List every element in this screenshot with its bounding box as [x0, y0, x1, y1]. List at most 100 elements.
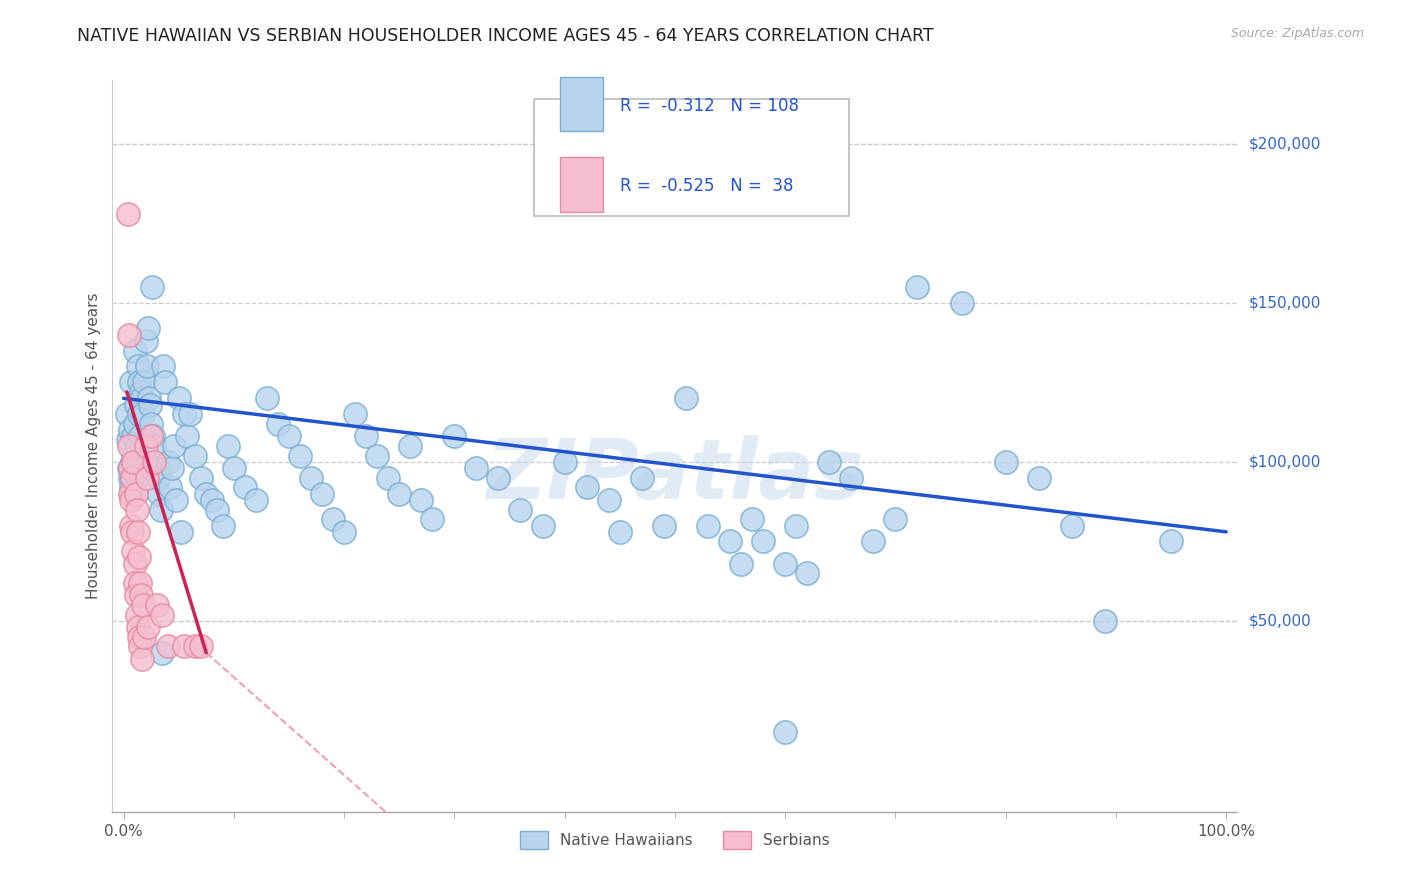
Point [129, 429, 152, 443]
Point [752, 534, 775, 549]
Point [311, 486, 333, 500]
Point [598, 493, 620, 508]
Point [122, 544, 145, 558]
Point [862, 534, 884, 549]
Point [118, 439, 141, 453]
Point [217, 439, 239, 453]
Text: R =  -0.312   N = 108: R = -0.312 N = 108 [620, 97, 799, 115]
Point [718, 534, 741, 549]
Point [184, 449, 207, 463]
Point [128, 407, 150, 421]
Point [134, 376, 156, 390]
Point [322, 512, 344, 526]
Point [950, 296, 973, 310]
Point [120, 423, 142, 437]
Point [146, 471, 169, 485]
Point [165, 493, 187, 508]
Point [115, 407, 138, 421]
Point [150, 646, 173, 660]
Point [652, 518, 675, 533]
Point [135, 359, 157, 374]
Point [122, 449, 145, 463]
Text: ZIPatlas: ZIPatlas [486, 434, 863, 516]
Point [136, 321, 159, 335]
Point [697, 518, 720, 533]
Point [388, 486, 411, 500]
Text: $150,000: $150,000 [1249, 295, 1320, 310]
Point [125, 471, 148, 485]
Point [195, 486, 218, 500]
Point [121, 471, 143, 485]
Point [139, 417, 162, 431]
Point [184, 640, 207, 654]
Point [443, 429, 465, 443]
Point [245, 493, 267, 508]
Point [129, 575, 152, 590]
Point [818, 455, 841, 469]
Point [155, 376, 177, 390]
Point [124, 486, 146, 500]
Point [139, 398, 162, 412]
Point [575, 480, 598, 494]
Point [121, 471, 143, 485]
Point [142, 429, 165, 443]
Point [129, 589, 152, 603]
Point [884, 512, 907, 526]
Point [128, 630, 150, 644]
Point [145, 598, 167, 612]
Point [121, 455, 143, 469]
Point [609, 524, 631, 539]
Point [630, 471, 652, 485]
Point [124, 557, 146, 571]
Point [907, 280, 929, 294]
Point [377, 471, 399, 485]
Point [120, 480, 142, 494]
Point [179, 407, 201, 421]
Point [139, 429, 162, 443]
Point [122, 455, 145, 469]
Point [420, 512, 443, 526]
Point [128, 376, 150, 390]
Point [125, 502, 148, 516]
Point [121, 524, 143, 539]
Point [135, 471, 157, 485]
Point [160, 461, 183, 475]
Point [134, 630, 156, 644]
Point [138, 392, 160, 406]
Point [127, 620, 149, 634]
Point [118, 461, 141, 475]
Point [145, 461, 167, 475]
Point [124, 343, 146, 358]
Point [135, 439, 157, 453]
Point [124, 417, 146, 431]
Point [127, 359, 149, 374]
Y-axis label: Householder Income Ages 45 - 64 years: Householder Income Ages 45 - 64 years [86, 293, 101, 599]
Point [122, 429, 145, 443]
Point [730, 557, 752, 571]
Point [173, 407, 195, 421]
Point [118, 327, 141, 342]
FancyBboxPatch shape [560, 77, 603, 131]
Point [170, 524, 193, 539]
Point [125, 607, 148, 622]
Point [120, 461, 142, 475]
Point [120, 486, 142, 500]
Point [152, 359, 174, 374]
Point [120, 493, 142, 508]
Point [785, 518, 807, 533]
Point [127, 524, 149, 539]
FancyBboxPatch shape [560, 157, 603, 212]
Point [465, 461, 488, 475]
Point [222, 461, 245, 475]
Point [509, 502, 531, 516]
Point [411, 493, 433, 508]
Point [117, 207, 139, 221]
Point [488, 471, 510, 485]
Point [354, 429, 377, 443]
Point [299, 471, 322, 485]
Point [176, 429, 198, 443]
Text: R =  -0.525   N =  38: R = -0.525 N = 38 [620, 178, 793, 195]
Point [159, 480, 181, 494]
Point [773, 725, 796, 739]
Point [124, 575, 146, 590]
